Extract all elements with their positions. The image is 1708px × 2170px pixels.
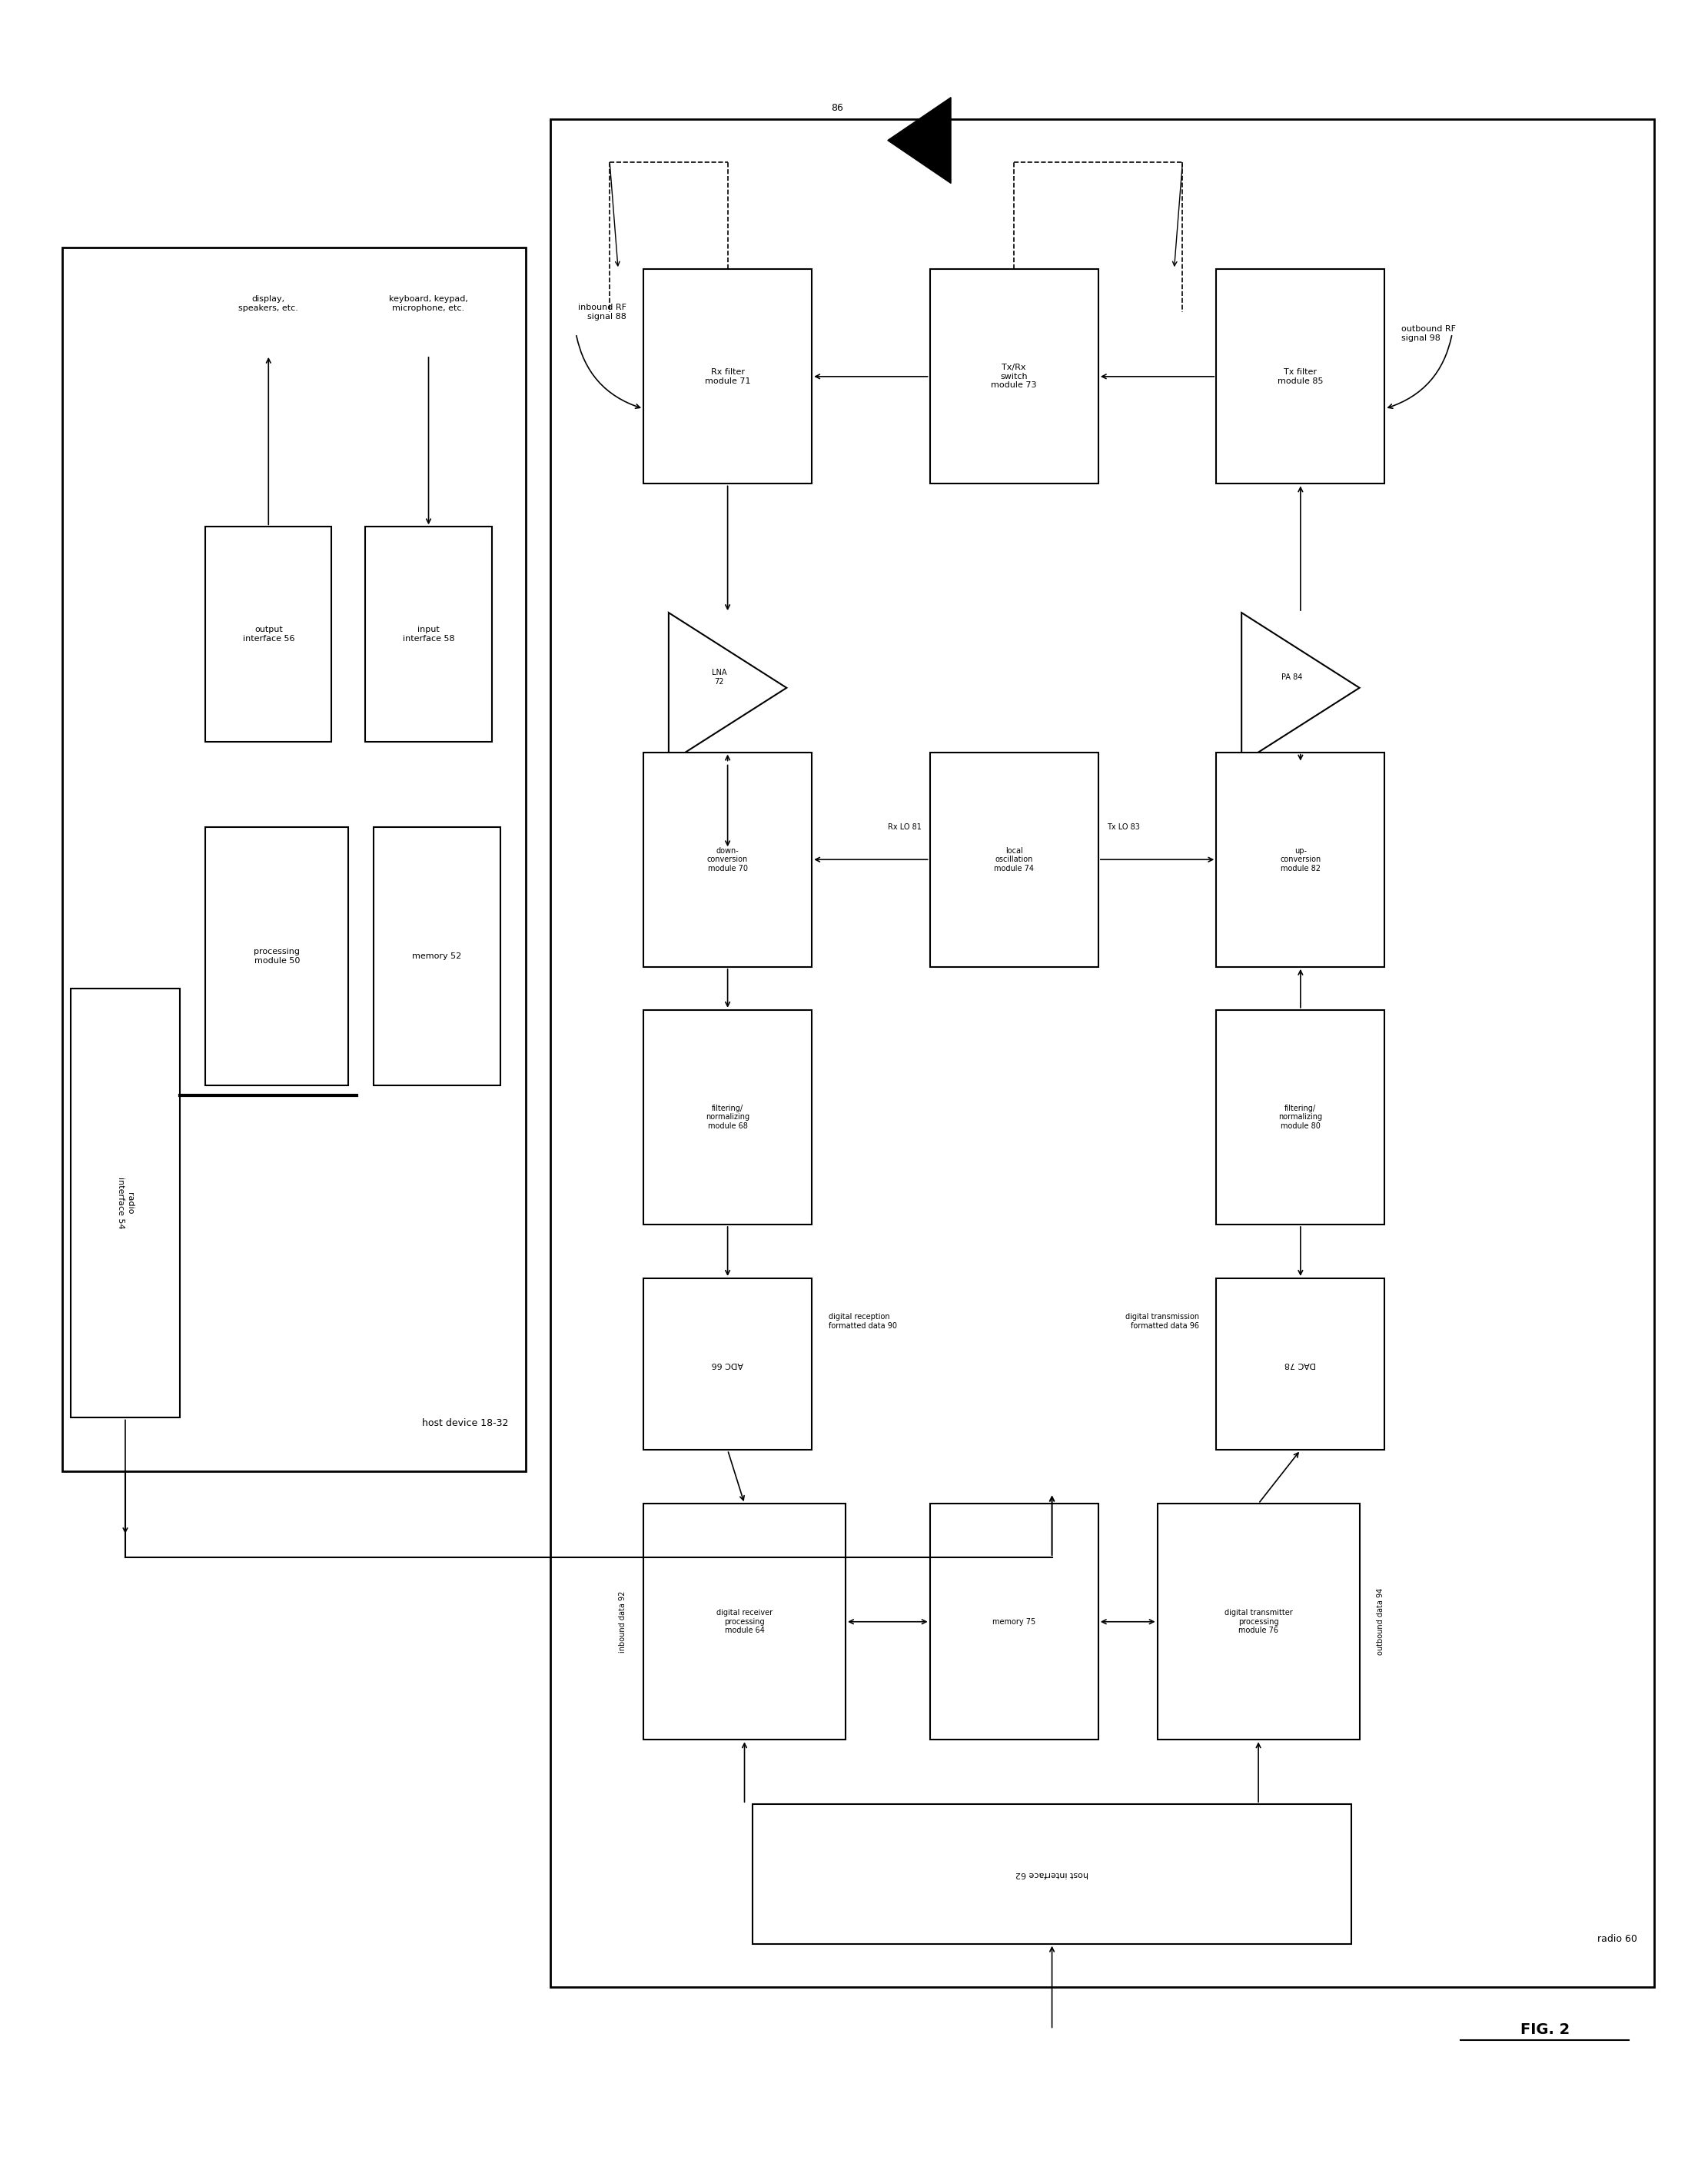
Text: Rx LO 81: Rx LO 81 — [888, 825, 921, 831]
Bar — [205, 527, 331, 742]
Text: inbound data 92: inbound data 92 — [618, 1591, 627, 1654]
Text: digital receiver
processing
module 64: digital receiver processing module 64 — [716, 1608, 772, 1634]
Text: inbound RF
signal 88: inbound RF signal 88 — [577, 304, 627, 321]
Text: display,
speakers, etc.: display, speakers, etc. — [239, 295, 299, 312]
Bar — [929, 1504, 1098, 1740]
Text: ADC 66: ADC 66 — [712, 1361, 743, 1367]
Text: host device 18-32: host device 18-32 — [422, 1419, 509, 1428]
Text: 86: 86 — [832, 104, 844, 113]
Bar — [644, 1504, 845, 1740]
Bar — [205, 827, 348, 1085]
Text: Tx LO 83: Tx LO 83 — [1107, 825, 1139, 831]
Text: DAC 78: DAC 78 — [1284, 1361, 1317, 1367]
Text: local
oscillation
module 74: local oscillation module 74 — [994, 846, 1033, 872]
Bar — [644, 753, 811, 968]
Text: digital transmitter
processing
module 76: digital transmitter processing module 76 — [1225, 1608, 1293, 1634]
Bar — [374, 827, 500, 1085]
Text: radio
interface 54: radio interface 54 — [116, 1176, 133, 1228]
Bar — [1216, 1009, 1385, 1224]
Text: outbound RF
signal 98: outbound RF signal 98 — [1402, 326, 1457, 343]
Text: up-
conversion
module 82: up- conversion module 82 — [1279, 846, 1320, 872]
Text: processing
module 50: processing module 50 — [254, 948, 301, 963]
Bar — [929, 753, 1098, 968]
Text: Rx filter
module 71: Rx filter module 71 — [705, 369, 750, 384]
Bar — [1158, 1504, 1360, 1740]
Polygon shape — [888, 98, 951, 182]
Text: Tx filter
module 85: Tx filter module 85 — [1278, 369, 1324, 384]
Text: output
interface 56: output interface 56 — [243, 625, 294, 642]
Text: PA 84: PA 84 — [1281, 673, 1303, 681]
Text: Tx/Rx
switch
module 73: Tx/Rx switch module 73 — [991, 365, 1037, 388]
Text: radio 60: radio 60 — [1597, 1933, 1638, 1944]
Text: outbound data 94: outbound data 94 — [1377, 1588, 1383, 1656]
Text: keyboard, keypad,
microphone, etc.: keyboard, keypad, microphone, etc. — [389, 295, 468, 312]
Bar — [644, 1278, 811, 1450]
Bar — [929, 269, 1098, 484]
Text: down-
conversion
module 70: down- conversion module 70 — [707, 846, 748, 872]
Text: filtering/
normalizing
module 68: filtering/ normalizing module 68 — [705, 1105, 750, 1131]
Bar — [550, 119, 1655, 1988]
Bar — [366, 527, 492, 742]
Bar — [753, 1803, 1351, 1944]
Text: digital transmission
formatted data 96: digital transmission formatted data 96 — [1126, 1313, 1199, 1330]
Text: digital reception
formatted data 90: digital reception formatted data 90 — [828, 1313, 897, 1330]
Bar — [70, 987, 179, 1417]
Bar — [1216, 269, 1385, 484]
Text: LNA
72: LNA 72 — [712, 668, 726, 686]
Text: memory 52: memory 52 — [412, 953, 461, 959]
Bar — [1216, 1278, 1385, 1450]
Bar — [644, 1009, 811, 1224]
Text: filtering/
normalizing
module 80: filtering/ normalizing module 80 — [1279, 1105, 1322, 1131]
Bar — [1216, 753, 1385, 968]
Bar — [61, 247, 526, 1471]
Text: memory 75: memory 75 — [992, 1619, 1035, 1625]
Bar — [644, 269, 811, 484]
Text: input
interface 58: input interface 58 — [403, 625, 454, 642]
Text: host interface 62: host interface 62 — [1016, 1871, 1088, 1877]
Text: FIG. 2: FIG. 2 — [1520, 2022, 1570, 2038]
